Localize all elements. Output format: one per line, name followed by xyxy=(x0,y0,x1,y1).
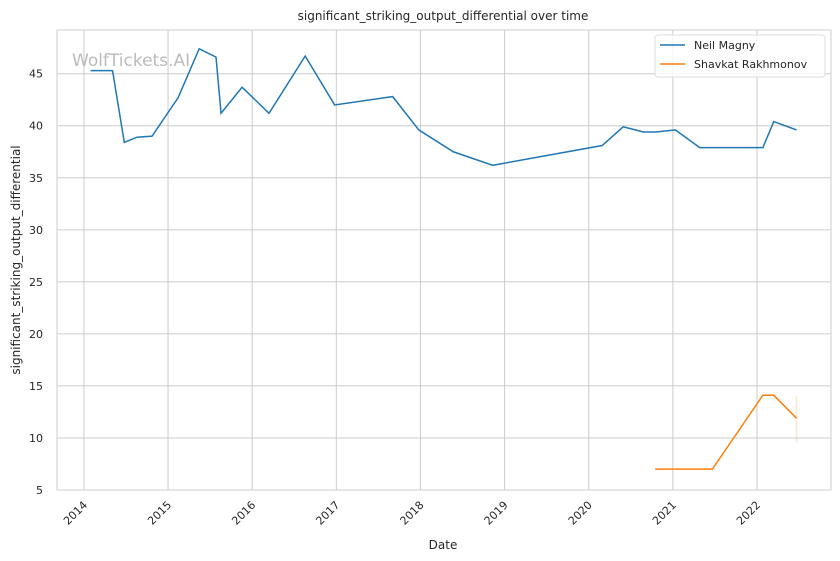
plot-frame xyxy=(56,29,832,491)
y-tick-label: 25 xyxy=(29,276,43,289)
y-tick-label: 40 xyxy=(29,120,43,133)
legend-box xyxy=(654,34,826,78)
y-tick-label: 45 xyxy=(29,68,43,81)
y-tick-label: 10 xyxy=(29,432,43,445)
legend-label-neil-magny: Neil Magny xyxy=(694,39,756,52)
legend-label-shavkat-rakhmonov: Shavkat Rakhmonov xyxy=(694,58,808,71)
series-lines xyxy=(90,47,798,470)
x-tick-label: 2018 xyxy=(398,499,427,528)
y-tick-label: 5 xyxy=(36,484,43,497)
x-tick-label: 2016 xyxy=(229,499,258,528)
chart-title: significant_striking_output_differential… xyxy=(298,9,589,23)
y-tick-label: 15 xyxy=(29,380,43,393)
grid xyxy=(57,30,831,491)
watermark: WolfTickets.AI xyxy=(72,51,190,71)
x-tick-label: 2020 xyxy=(566,499,595,528)
x-tick-label: 2017 xyxy=(313,499,342,528)
y-tick-label: 35 xyxy=(29,172,43,185)
x-tick-label: 2022 xyxy=(734,499,763,528)
legend: Neil Magny Shavkat Rakhmonov xyxy=(654,34,826,78)
y-tick-label: 30 xyxy=(29,224,43,237)
series-line-neil-magny xyxy=(90,47,797,167)
series-line-shavkat-rakhmonov xyxy=(655,394,798,470)
x-tick-label: 2014 xyxy=(61,499,90,528)
y-tick-labels: 5 10 15 20 25 30 35 40 45 xyxy=(29,68,43,497)
x-tick-label: 2019 xyxy=(482,499,511,528)
x-tick-labels: 2014 2015 2016 2017 2018 2019 2020 2021 2022 xyxy=(61,499,763,528)
y-axis-label: significant_striking_output_differential xyxy=(9,145,23,374)
x-tick-label: 2015 xyxy=(145,499,174,528)
y-tick-label: 20 xyxy=(29,328,43,341)
x-axis-label: Date xyxy=(429,538,458,552)
x-tick-label: 2021 xyxy=(650,499,679,528)
